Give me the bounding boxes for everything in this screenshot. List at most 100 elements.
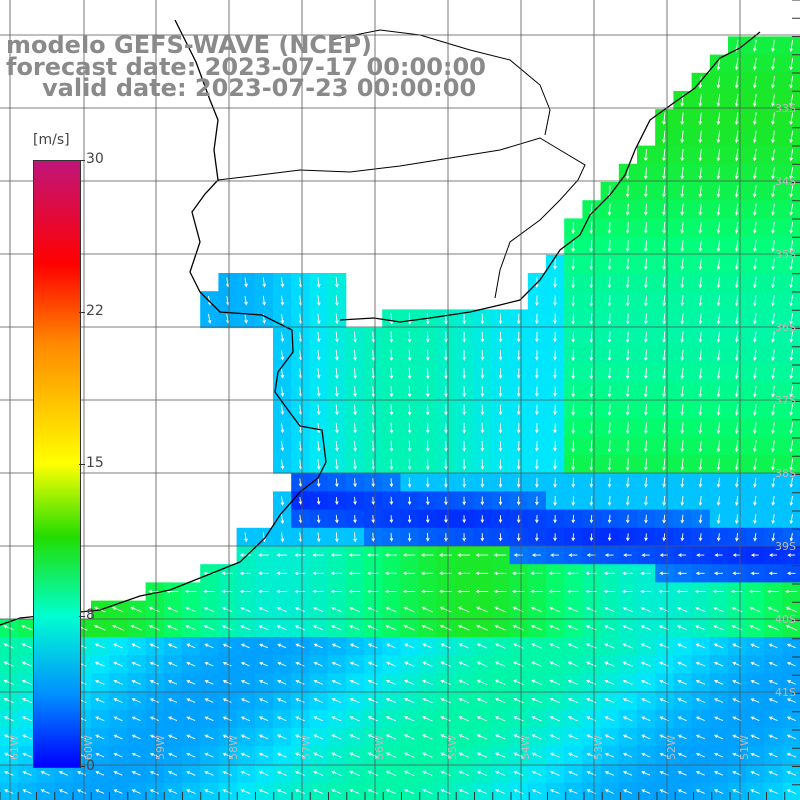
wind-arrow xyxy=(549,716,560,722)
wind-arrow xyxy=(750,770,760,776)
wind-arrow xyxy=(734,148,739,162)
wind-arrow xyxy=(680,440,684,453)
wind-arrow xyxy=(313,752,324,758)
colorbar-tick-mark xyxy=(79,616,85,617)
wind-arrow xyxy=(677,606,688,613)
longitude-label: 51W xyxy=(738,735,751,760)
wind-arrow xyxy=(389,478,394,488)
wind-arrow xyxy=(316,514,321,524)
wind-arrow xyxy=(716,57,721,71)
wind-arrow xyxy=(512,606,525,613)
wind-arrow xyxy=(480,496,485,506)
wind-arrow xyxy=(789,258,794,271)
wind-arrow xyxy=(622,625,633,631)
wind-arrow xyxy=(680,385,684,398)
wind-arrow xyxy=(494,661,506,667)
longitude-label: 52W xyxy=(665,735,678,760)
wind-arrow xyxy=(586,716,597,722)
wind-arrow xyxy=(440,679,451,685)
wind-arrow xyxy=(549,661,561,667)
wind-arrow xyxy=(734,477,739,488)
wind-arrow xyxy=(771,240,775,253)
wind-arrow xyxy=(511,571,525,576)
wind-speed-cell xyxy=(218,782,238,800)
wind-arrow xyxy=(94,661,105,667)
wind-arrow xyxy=(734,295,739,307)
latitude-label: 35S xyxy=(775,248,796,261)
wind-arrow xyxy=(753,495,757,506)
wind-arrow xyxy=(294,589,306,594)
wind-speed-cell xyxy=(709,782,729,800)
wind-arrow xyxy=(713,571,723,576)
wind-arrow xyxy=(713,643,724,649)
wind-arrow xyxy=(640,643,651,649)
wind-arrow xyxy=(753,367,757,380)
wind-arrow xyxy=(789,313,794,325)
wind-arrow xyxy=(335,478,339,488)
wind-arrow xyxy=(607,422,612,435)
wind-arrow xyxy=(698,458,703,471)
wind-arrow xyxy=(662,221,666,234)
wind-arrow xyxy=(131,789,141,794)
wind-arrow xyxy=(607,331,612,343)
wind-arrow xyxy=(353,496,357,506)
wind-arrow xyxy=(749,606,761,613)
wind-arrow xyxy=(771,533,776,542)
wind-arrow xyxy=(476,679,488,686)
wind-arrow xyxy=(280,514,285,525)
wind-arrow xyxy=(389,404,394,416)
wind-arrow xyxy=(680,331,684,343)
wind-arrow xyxy=(331,788,342,795)
wind-arrow xyxy=(425,515,430,524)
wind-arrow xyxy=(480,313,485,325)
wind-arrow xyxy=(240,625,251,631)
land-border-path xyxy=(217,29,586,299)
wind-arrow xyxy=(607,440,612,453)
wind-arrow xyxy=(186,698,196,703)
wind-arrow xyxy=(204,734,214,740)
wind-arrow xyxy=(386,643,396,649)
wind-arrow xyxy=(426,349,430,361)
wind-arrow xyxy=(662,349,666,362)
longitude-label: 55W xyxy=(446,735,459,760)
wind-arrow xyxy=(716,514,721,525)
wind-arrow xyxy=(316,368,321,379)
wind-arrow xyxy=(567,606,579,613)
wind-arrow xyxy=(113,716,123,722)
wind-arrow xyxy=(444,349,448,361)
wind-arrow xyxy=(426,422,430,434)
wind-arrow xyxy=(622,716,633,722)
wind-arrow xyxy=(771,313,775,325)
wind-arrow xyxy=(421,606,434,613)
wind-arrow xyxy=(295,734,305,740)
wind-arrow xyxy=(280,459,285,470)
wind-arrow xyxy=(750,698,760,703)
wind-arrow xyxy=(403,752,415,758)
wind-speed-cell xyxy=(728,782,747,800)
wind-arrow xyxy=(276,606,287,613)
wind-arrow xyxy=(607,404,612,416)
wind-arrow xyxy=(422,752,433,758)
wind-arrow xyxy=(131,734,141,740)
wind-arrow xyxy=(549,770,560,776)
wind-arrow xyxy=(622,752,633,758)
wind-arrow xyxy=(698,331,703,343)
wind-arrow xyxy=(494,606,507,613)
wind-arrow xyxy=(695,734,705,740)
wind-arrow xyxy=(440,788,451,795)
wind-arrow xyxy=(625,349,630,362)
wind-arrow xyxy=(425,532,430,542)
wind-arrow xyxy=(367,752,379,758)
wind-arrow xyxy=(698,514,703,524)
wind-arrow xyxy=(789,112,794,126)
wind-arrow xyxy=(786,770,797,776)
wind-arrow xyxy=(404,661,415,667)
wind-arrow xyxy=(622,734,633,740)
wind-arrow xyxy=(440,661,451,667)
wind-arrow xyxy=(771,148,775,162)
wind-arrow xyxy=(167,661,178,667)
wind-arrow xyxy=(112,624,124,631)
wind-arrow xyxy=(148,624,161,631)
wind-arrow xyxy=(771,331,775,343)
wind-arrow xyxy=(389,440,394,453)
